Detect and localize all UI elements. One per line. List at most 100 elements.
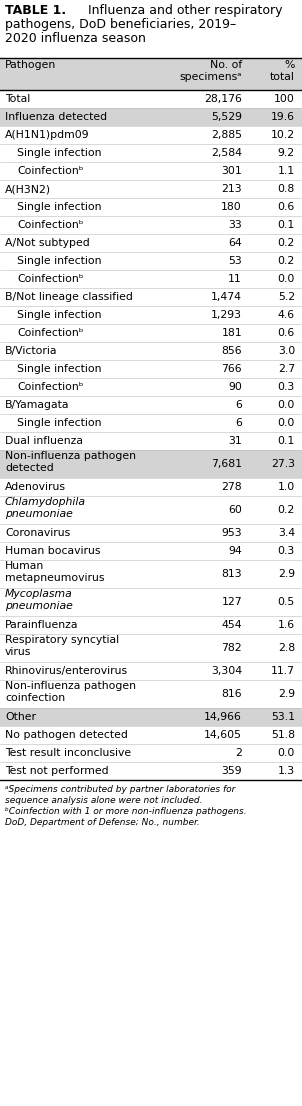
Text: Pathogen: Pathogen [5, 60, 56, 70]
Text: Single infection: Single infection [17, 364, 101, 374]
Text: 0.1: 0.1 [278, 436, 295, 446]
Bar [0, 58, 302, 90]
Text: Coinfectionᵇ: Coinfectionᵇ [17, 382, 83, 392]
Text: 127: 127 [221, 597, 242, 607]
Text: 0.5: 0.5 [278, 597, 295, 607]
Text: 2: 2 [235, 748, 242, 758]
Text: 0.0: 0.0 [278, 748, 295, 758]
Text: B/Victoria: B/Victoria [5, 346, 57, 356]
Text: Human bocavirus: Human bocavirus [5, 546, 101, 556]
Text: A(H3N2): A(H3N2) [5, 184, 51, 194]
Text: No. of
specimensᵃ: No. of specimensᵃ [179, 60, 242, 82]
Text: Influenza and other respiratory: Influenza and other respiratory [84, 4, 282, 17]
Text: A/Not subtyped: A/Not subtyped [5, 238, 90, 248]
Text: Single infection: Single infection [17, 255, 101, 267]
Text: Non-influenza pathogen
detected: Non-influenza pathogen detected [5, 451, 136, 473]
Text: 0.0: 0.0 [278, 418, 295, 428]
Text: TABLE 1.: TABLE 1. [5, 4, 66, 17]
Text: 2.8: 2.8 [278, 643, 295, 653]
Text: 301: 301 [221, 166, 242, 176]
Text: 1.3: 1.3 [278, 766, 295, 776]
Text: 6: 6 [235, 400, 242, 410]
Text: 6: 6 [235, 418, 242, 428]
Text: 359: 359 [221, 766, 242, 776]
Text: 4.6: 4.6 [278, 310, 295, 320]
Text: 454: 454 [221, 620, 242, 630]
Text: Dual influenza: Dual influenza [5, 436, 83, 446]
Text: 2.7: 2.7 [278, 364, 295, 374]
Text: 213: 213 [221, 184, 242, 194]
Text: DoD, Department of Defense; No., number.: DoD, Department of Defense; No., number. [5, 818, 200, 827]
Text: 0.2: 0.2 [278, 238, 295, 248]
Text: 2.9: 2.9 [278, 689, 295, 699]
Text: 0.6: 0.6 [278, 328, 295, 338]
Text: 813: 813 [221, 568, 242, 580]
Text: 100: 100 [274, 94, 295, 104]
Text: 10.2: 10.2 [271, 131, 295, 140]
Text: 0.3: 0.3 [278, 546, 295, 556]
Text: 782: 782 [221, 643, 242, 653]
Text: pathogens, DoD beneficiaries, 2019–: pathogens, DoD beneficiaries, 2019– [5, 18, 236, 31]
Text: Single infection: Single infection [17, 310, 101, 320]
Text: 90: 90 [228, 382, 242, 392]
Text: ᵃSpecimens contributed by partner laboratories for: ᵃSpecimens contributed by partner labora… [5, 785, 235, 794]
Text: 7,681: 7,681 [211, 459, 242, 469]
Text: 19.6: 19.6 [271, 112, 295, 122]
Text: Total: Total [5, 94, 30, 104]
Text: %
total: % total [270, 60, 295, 82]
Text: 766: 766 [221, 364, 242, 374]
Text: Coinfectionᵇ: Coinfectionᵇ [17, 328, 83, 338]
Text: 181: 181 [221, 328, 242, 338]
Text: Coinfectionᵇ: Coinfectionᵇ [17, 274, 83, 284]
Text: 0.8: 0.8 [278, 184, 295, 194]
Text: 28,176: 28,176 [204, 94, 242, 104]
Text: 2020 influenza season: 2020 influenza season [5, 32, 146, 45]
Text: Coinfectionᵇ: Coinfectionᵇ [17, 166, 83, 176]
Text: B/Yamagata: B/Yamagata [5, 400, 69, 410]
Text: Coronavirus: Coronavirus [5, 528, 70, 538]
Bar [0, 450, 302, 478]
Text: 953: 953 [221, 528, 242, 538]
Text: 5,529: 5,529 [211, 112, 242, 122]
Text: 94: 94 [228, 546, 242, 556]
Text: 1,293: 1,293 [211, 310, 242, 320]
Text: 3.0: 3.0 [278, 346, 295, 356]
Text: Test result inconclusive: Test result inconclusive [5, 748, 131, 758]
Text: sequence analysis alone were not included.: sequence analysis alone were not include… [5, 796, 203, 805]
Text: Other: Other [5, 712, 36, 722]
Text: Influenza detected: Influenza detected [5, 112, 107, 122]
Text: Test not performed: Test not performed [5, 766, 109, 776]
Text: 60: 60 [228, 505, 242, 515]
Text: Non-influenza pathogen
coinfection: Non-influenza pathogen coinfection [5, 681, 136, 703]
Text: 0.0: 0.0 [278, 400, 295, 410]
Text: No pathogen detected: No pathogen detected [5, 730, 128, 740]
Text: 816: 816 [221, 689, 242, 699]
Text: 2,885: 2,885 [211, 131, 242, 140]
Text: 9.2: 9.2 [278, 148, 295, 158]
Text: 51.8: 51.8 [271, 730, 295, 740]
Text: Respiratory syncytial
virus: Respiratory syncytial virus [5, 635, 119, 657]
Text: 53.1: 53.1 [271, 712, 295, 722]
Text: B/Not lineage classified: B/Not lineage classified [5, 292, 133, 302]
Text: Mycoplasma
pneumoniae: Mycoplasma pneumoniae [5, 589, 73, 612]
Text: 278: 278 [221, 482, 242, 492]
Text: 14,605: 14,605 [204, 730, 242, 740]
Text: Coinfectionᵇ: Coinfectionᵇ [17, 220, 83, 230]
Text: Adenovirus: Adenovirus [5, 482, 66, 492]
Text: Single infection: Single infection [17, 418, 101, 428]
Text: 11: 11 [228, 274, 242, 284]
Text: Single infection: Single infection [17, 202, 101, 212]
Bar [0, 108, 302, 126]
Text: 3,304: 3,304 [211, 666, 242, 676]
Text: 1.6: 1.6 [278, 620, 295, 630]
Text: Rhinovirus/enterovirus: Rhinovirus/enterovirus [5, 666, 128, 676]
Text: 1.1: 1.1 [278, 166, 295, 176]
Text: 0.2: 0.2 [278, 255, 295, 267]
Text: Chlamydophila
pneumoniae: Chlamydophila pneumoniae [5, 497, 86, 520]
Text: 0.0: 0.0 [278, 274, 295, 284]
Text: 2,584: 2,584 [211, 148, 242, 158]
Text: 53: 53 [228, 255, 242, 267]
Text: 64: 64 [228, 238, 242, 248]
Text: 27.3: 27.3 [271, 459, 295, 469]
Text: 0.2: 0.2 [278, 505, 295, 515]
